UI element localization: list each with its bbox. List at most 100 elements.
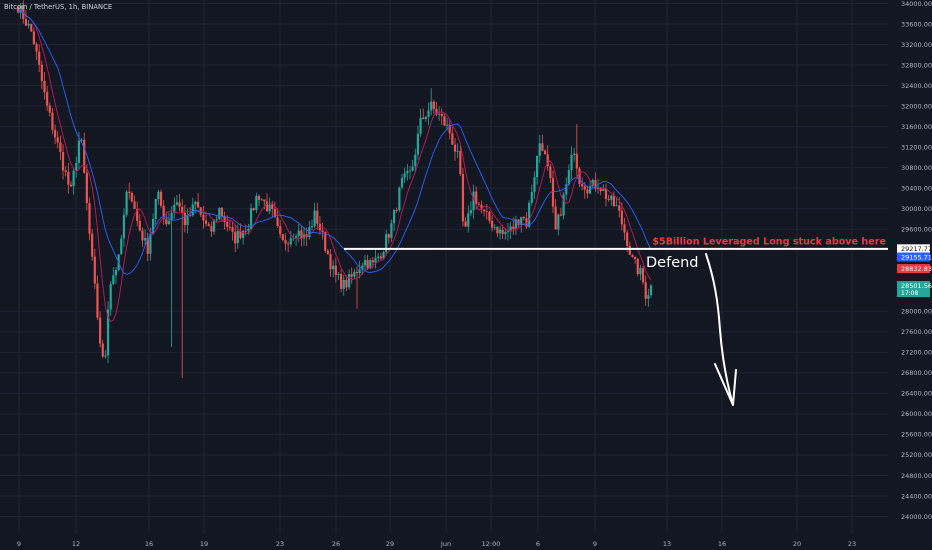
candle-body xyxy=(562,194,565,216)
price-tick-label: 25200.00 xyxy=(901,451,932,459)
candle-body xyxy=(594,180,597,189)
candle-body xyxy=(392,210,396,224)
candle-body xyxy=(284,239,287,244)
candle-body xyxy=(104,355,107,357)
time-tick-label: 16 xyxy=(145,540,153,548)
candlestick-series xyxy=(16,0,653,378)
candle-body xyxy=(641,268,645,283)
time-axis[interactable]: 9 12 16 19 23 26 29 Jun 12:00 6 9 13 16 20 23 xyxy=(0,533,932,550)
candle-body xyxy=(35,44,38,52)
candle-body xyxy=(565,184,568,195)
time-tick-label: 12:00 xyxy=(482,540,501,548)
candle-body xyxy=(496,226,499,234)
time-tick-label: 6 xyxy=(536,540,540,548)
candle-body xyxy=(599,188,602,191)
candle-body xyxy=(493,226,496,228)
candle-body xyxy=(485,211,488,213)
price-tick-label: 25600.00 xyxy=(901,431,932,439)
candle-body xyxy=(366,260,369,269)
candle-body xyxy=(210,226,213,232)
candle-body xyxy=(151,218,155,235)
candle-body xyxy=(170,212,173,221)
candle-body xyxy=(573,153,576,155)
candle-body xyxy=(334,265,337,275)
candle-body xyxy=(416,133,420,155)
candle-body xyxy=(167,220,171,225)
price-tick-label: 34000.00 xyxy=(901,0,932,8)
price-badge-level-last xyxy=(897,281,930,298)
time-tick-label: 9 xyxy=(593,540,597,548)
candle-body xyxy=(400,177,404,188)
candle-body xyxy=(358,269,361,274)
candle-body xyxy=(578,168,581,184)
candle-body xyxy=(300,230,303,239)
ma-fast-line xyxy=(17,8,652,323)
candle-body xyxy=(138,220,141,231)
candle-body xyxy=(604,188,608,199)
candle-body xyxy=(80,139,83,141)
candle-body xyxy=(623,224,626,233)
candle-body xyxy=(27,23,30,26)
candle-body xyxy=(56,137,59,143)
candle-body xyxy=(106,309,110,356)
time-axis-bg xyxy=(0,533,932,550)
candle-body xyxy=(329,254,332,270)
candle-body xyxy=(581,183,584,187)
candle-body xyxy=(395,210,398,211)
price-badge-level-29217 xyxy=(897,244,930,254)
candle-body xyxy=(533,177,536,192)
candle-body xyxy=(586,189,589,194)
candle-body xyxy=(602,188,605,191)
candle-body xyxy=(181,206,184,213)
candle-body xyxy=(276,217,279,227)
candle-body xyxy=(480,204,483,210)
candle-body xyxy=(255,196,258,211)
candle-body xyxy=(549,166,552,179)
candle-body xyxy=(522,216,525,219)
candle-body xyxy=(99,317,102,344)
price-tick-label: 26000.00 xyxy=(901,410,932,418)
candle-body xyxy=(570,154,573,171)
candle-body xyxy=(583,186,586,190)
candle-body xyxy=(536,155,539,178)
price-badge-text: 29155.71 xyxy=(901,253,932,261)
candle-body xyxy=(355,271,359,274)
time-tick-label: 23 xyxy=(276,540,284,548)
candle-body xyxy=(647,295,650,299)
candle-body xyxy=(490,220,494,228)
candle-body xyxy=(101,343,104,357)
candle-body xyxy=(316,210,319,224)
candle-body xyxy=(371,260,375,263)
candle-body xyxy=(175,202,179,205)
candle-body xyxy=(575,153,578,169)
candle-body xyxy=(432,101,435,109)
symbol-title: Bitcoin / TetherUS, 1h, BINANCE xyxy=(4,3,112,11)
candle-body xyxy=(406,170,409,174)
candle-body xyxy=(422,117,425,119)
candle-body xyxy=(528,202,531,227)
candle-body xyxy=(189,215,192,216)
candle-body xyxy=(234,231,237,244)
candle-body xyxy=(649,285,653,296)
candle-body xyxy=(326,250,329,255)
candle-body xyxy=(607,198,610,200)
time-tick-label: 23 xyxy=(848,540,856,548)
candle-body xyxy=(464,221,467,227)
price-tick-label: 31600.00 xyxy=(901,123,932,131)
candle-body xyxy=(530,191,533,203)
candle-body xyxy=(427,110,430,117)
candle-body xyxy=(472,191,475,211)
candle-body xyxy=(567,170,570,185)
candle-body xyxy=(483,209,486,212)
price-axis[interactable]: 34000.00 33600.00 33200.00 32800.00 32400.00… xyxy=(888,0,932,550)
candle-body xyxy=(24,19,28,26)
ma-slow-line xyxy=(17,8,652,275)
candle-body xyxy=(588,186,592,194)
candle-body xyxy=(244,230,247,232)
candle-body xyxy=(173,204,176,213)
candle-body xyxy=(186,215,189,226)
price-tick-label: 28000.00 xyxy=(901,308,932,316)
candle-body xyxy=(228,226,231,228)
candle-body xyxy=(615,205,618,207)
